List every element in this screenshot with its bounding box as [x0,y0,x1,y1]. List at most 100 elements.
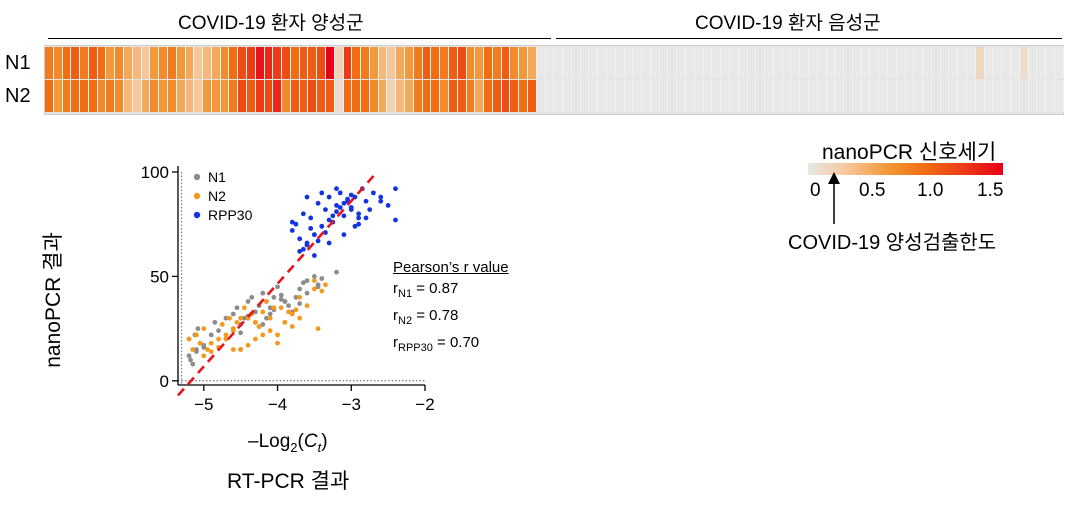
heatmap-cell [229,47,239,79]
point-n2 [223,336,229,342]
heatmap-cell [352,80,362,112]
heatmap-cell [361,47,370,79]
heatmap-cell [686,47,695,79]
heatmap-cell [598,47,607,79]
heatmap-cell [659,47,669,79]
point-n2 [267,315,273,321]
point-n1 [275,284,280,290]
pearson-annotation: Pearson’s r value rN1 = 0.87 rN2 = 0.78 … [393,257,509,359]
heatmap-cell [308,47,318,79]
point-rpp30 [326,194,332,200]
heatmap-cell [808,80,818,112]
colorbar-tick-10: 1.0 [917,180,944,201]
heatmap-cell [282,80,291,112]
heatmap-cell [791,80,801,112]
heatmap-cell [738,47,748,79]
point-n2 [238,315,244,321]
point-n2 [201,353,207,359]
heatmap-cell [88,47,98,79]
heatmap-cell [466,80,476,112]
lod-label: COVID-19 양성검출한도 [788,232,997,254]
x-axis-label: –Log2(Ct) [248,431,328,455]
heatmap-cell [967,80,976,112]
heatmap-cell [747,47,757,79]
heatmap-cell [650,80,660,112]
heatmap-cell [1046,80,1055,112]
heatmap-cell [308,80,318,112]
heatmap-cell [159,80,168,112]
point-n1 [278,292,284,298]
point-rpp30 [315,238,321,244]
heatmap-cell [580,80,590,112]
y-tick-label: 0 [160,372,169,391]
heatmap-cell [194,47,204,79]
heatmap-cell [115,47,125,79]
heatmap-cell [1010,47,1020,79]
point-n2 [245,342,251,348]
heatmap-cell [448,80,458,112]
heatmap-cell [703,47,713,79]
point-n2 [297,315,303,321]
heatmap-cell [422,80,432,112]
point-rpp30 [312,253,317,258]
heatmap-cell [536,47,546,79]
point-rpp30 [308,225,314,231]
heatmap-cell [45,80,54,112]
point-n1 [297,286,303,292]
heatmap [44,45,1064,115]
point-rpp30 [289,219,295,225]
point-rpp30 [345,196,350,202]
heatmap-cell [246,80,256,112]
heatmap-cell [282,47,291,79]
point-n1 [238,330,244,336]
point-n2 [238,347,244,352]
heatmap-cell [299,47,309,79]
point-n1 [186,353,192,359]
point-n1 [260,290,266,296]
point-n2 [194,332,199,338]
heatmap-cell [940,47,950,79]
point-n1 [300,280,306,286]
heatmap-cell [106,47,116,79]
point-n2 [219,322,225,327]
heatmap-cell [124,47,133,79]
y-tick-label: 100 [141,163,169,182]
heatmap-cell [264,47,274,79]
heatmap-cell [527,47,537,79]
legend-marker-n1 [193,173,201,181]
point-rpp30 [356,215,362,221]
heatmap-cell [879,47,888,79]
heatmap-cell [317,47,326,79]
point-rpp30 [348,207,354,212]
heatmap-cell [773,80,783,112]
heatmap-cell [958,80,968,112]
point-n2 [208,349,214,354]
heatmap-cell [246,47,256,79]
heatmap-cell [440,80,449,112]
heatmap-cell [993,80,1003,112]
heatmap-cell [914,47,924,79]
heatmap-cell [580,47,590,79]
heatmap-cell [343,80,353,112]
heatmap-cell [290,47,300,79]
x-tick-label: −5 [194,395,213,414]
point-rpp30 [378,198,384,204]
pearson-title: Pearson’s r value [393,259,509,276]
heatmap-cell [545,80,555,112]
heatmap-cell [765,47,774,79]
heatmap-cell [817,80,827,112]
point-n1 [282,299,288,304]
point-n2 [323,282,328,288]
heatmap-cell [721,80,730,112]
y-tick-label: 50 [150,267,169,286]
heatmap-cell [176,47,186,79]
point-n2 [312,278,317,283]
heatmap-cell [756,47,766,79]
heatmap-cell [501,47,511,79]
heatmap-cell [194,80,204,112]
point-rpp30 [378,194,384,200]
pearson-rpp30: rRPP30 = 0.70 [393,334,480,354]
point-n2 [286,309,291,315]
heatmap-cell [141,47,151,79]
point-rpp30 [330,213,336,219]
